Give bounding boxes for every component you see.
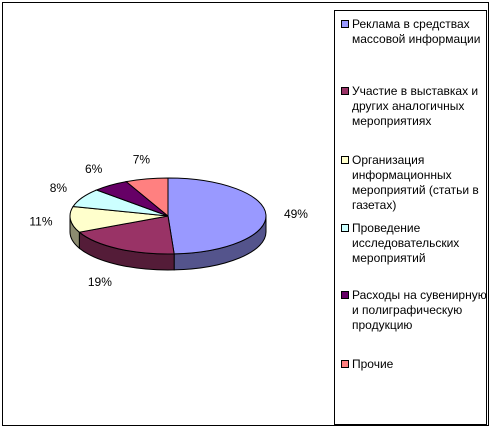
legend-swatch-6 bbox=[341, 360, 349, 368]
pie-slice-6 bbox=[125, 177, 169, 218]
legend-swatch-5 bbox=[341, 291, 349, 299]
pie-chart: 49% 19% 11% 8% 6% 7% bbox=[29, 152, 308, 289]
pie-slice-1 bbox=[167, 177, 267, 255]
pie-slice-3 bbox=[69, 206, 169, 233]
legend-swatch-2 bbox=[341, 87, 349, 95]
data-label-2: 19% bbox=[88, 275, 112, 289]
legend-label-4: Проведение исследовательских мероприятий bbox=[352, 221, 460, 265]
pie-data-labels: 49% 19% 11% 8% 6% 7% bbox=[29, 152, 308, 289]
legend-label-6: Прочие bbox=[352, 357, 394, 371]
chart-area: 49% 19% 11% 8% 6% 7% Реклама в средствах масс… bbox=[2, 2, 489, 426]
data-label-3: 11% bbox=[29, 214, 52, 228]
data-label-4: 8% bbox=[50, 181, 68, 195]
legend-label-3: Организация информационных мероприятий (… bbox=[352, 153, 479, 212]
data-label-1: 49% bbox=[284, 207, 308, 221]
pie-slice-2 bbox=[78, 215, 175, 255]
legend-label-2: Участие в выставках и других аналогичных… bbox=[352, 84, 479, 128]
data-label-5: 6% bbox=[85, 162, 103, 176]
pie-top-faces bbox=[69, 177, 267, 255]
legend-swatch-4 bbox=[341, 224, 349, 232]
data-label-6: 7% bbox=[133, 152, 151, 166]
legend-label-5: Расходы на сувенирную и полиграфическую … bbox=[352, 288, 487, 332]
legend-swatch-1 bbox=[341, 20, 349, 28]
legend-swatch-3 bbox=[341, 156, 349, 164]
legend-label-1: Реклама в средствах массовой информации bbox=[352, 17, 481, 46]
chart-legend: Реклама в средствах массовой информации У… bbox=[334, 10, 487, 425]
